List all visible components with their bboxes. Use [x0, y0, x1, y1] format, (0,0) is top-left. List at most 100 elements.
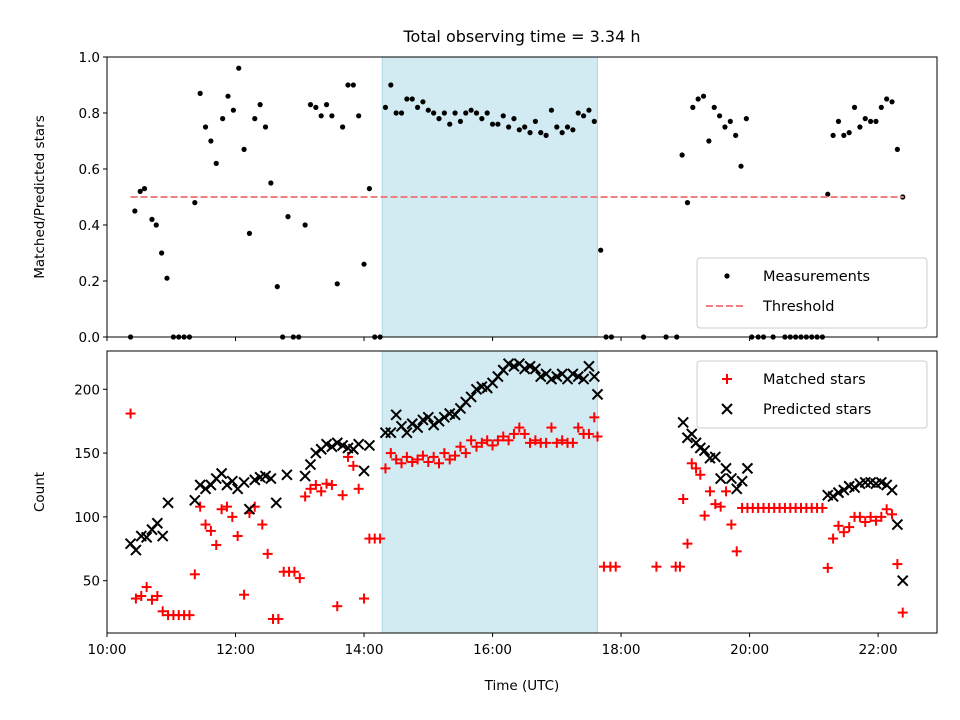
measurement-point: [878, 104, 884, 110]
measurement-point: [527, 130, 533, 136]
measurement-point: [738, 163, 744, 169]
measurement-point: [436, 116, 442, 122]
measurement-point: [484, 110, 490, 116]
matched-stars-point: [678, 494, 689, 505]
measurement-point: [420, 99, 426, 105]
matched-stars-point: [157, 606, 168, 617]
measurement-point: [159, 250, 165, 256]
measurement-point: [241, 146, 247, 152]
predicted-stars-point: [731, 483, 743, 495]
predicted-stars-point: [304, 458, 317, 471]
predicted-stars-point: [709, 451, 722, 463]
measurement-point: [431, 110, 437, 116]
y-tick-label: 0.2: [79, 274, 100, 290]
measurement-point: [236, 65, 242, 71]
measurement-point: [538, 130, 544, 136]
measurement-point: [441, 110, 447, 116]
observing-window-shade: [381, 350, 599, 634]
predicted-stars-point: [238, 476, 250, 489]
measurement-point: [268, 180, 274, 186]
predicted-stars-point: [156, 530, 169, 542]
matched-stars-point: [401, 451, 412, 462]
measurement-point: [409, 96, 415, 102]
measurement-point: [329, 113, 335, 119]
predicted-stars-point: [310, 447, 322, 459]
matched-stars-point: [482, 435, 493, 446]
predicted-stars-point: [591, 388, 604, 401]
x-tick-label: 22:00: [859, 642, 898, 658]
predicted-stars-point: [465, 391, 477, 403]
x-tick-label: 14:00: [345, 642, 384, 658]
matched-stars-point: [557, 435, 568, 446]
x-axis-label: Time (UTC): [484, 678, 560, 694]
predicted-stars-point: [677, 416, 689, 429]
y-tick-label: 0.8: [79, 106, 100, 122]
measurement-point: [580, 113, 587, 119]
measurement-point: [398, 110, 405, 116]
bottom-panel-frame: [106, 350, 938, 634]
matched-stars-point: [321, 478, 332, 489]
measurement-point: [532, 118, 538, 124]
predicted-stars-point: [714, 472, 727, 485]
measurement-point: [334, 281, 340, 287]
measurement-point: [202, 124, 209, 130]
measurement-point: [825, 191, 831, 197]
y-tick-label: 0.4: [79, 218, 100, 234]
matched-stars-point: [227, 511, 238, 522]
bottom-panel-y-axis: 50 100 150 200: [74, 382, 107, 590]
matched-stars-point: [205, 525, 216, 536]
measurement-point: [257, 102, 263, 108]
x-tick-label: 18:00: [602, 642, 641, 658]
measurement-point: [889, 99, 895, 105]
matched-stars-point: [699, 510, 710, 521]
measurement-point: [141, 186, 148, 192]
matched-stars-point: [460, 448, 471, 459]
matched-stars-point: [300, 491, 311, 502]
matched-stars-point: [353, 483, 364, 494]
matched-stars-point: [530, 435, 541, 446]
predicted-stars-point: [529, 363, 542, 375]
matched-stars-point: [892, 559, 903, 570]
measurement-point: [463, 110, 469, 116]
matched-stars-point: [870, 515, 881, 526]
matched-stars-point: [450, 450, 461, 461]
predicted-stars-point: [427, 419, 440, 431]
matched-stars-point: [541, 437, 552, 448]
measurement-point: [586, 107, 592, 113]
measurement-point: [511, 116, 517, 122]
y-tick-label: 1.0: [79, 50, 100, 66]
top-panel-x-axis: [106, 337, 879, 341]
top-panel-frame: [106, 56, 938, 338]
predicted-stars-point: [720, 462, 732, 475]
measurement-point: [700, 93, 707, 99]
measurement-point: [543, 132, 549, 138]
matched-stars-point: [332, 601, 343, 612]
matched-stars-point: [710, 499, 721, 510]
matched-stars-point: [221, 501, 232, 512]
matched-stars-point: [833, 520, 844, 531]
matched-stars-point: [573, 422, 584, 433]
matched-stars-point: [232, 531, 243, 542]
matched-stars-point: [184, 610, 195, 621]
matched-stars-point: [407, 457, 418, 468]
matched-stars-point: [434, 458, 444, 469]
matched-stars-point: [375, 533, 386, 544]
predicted-stars-point: [686, 428, 698, 440]
legend-marker-dot: [724, 273, 730, 279]
predicted-stars-point: [588, 370, 600, 383]
matched-stars-point: [682, 538, 693, 549]
measurement-point: [307, 102, 314, 108]
matched-stars-point: [136, 590, 147, 601]
matched-stars-point: [674, 561, 685, 572]
measurement-point: [457, 118, 464, 124]
predicted-stars-point: [281, 469, 293, 481]
measurement-point: [447, 121, 453, 127]
matched-stars-point: [216, 504, 227, 515]
measurement-point: [192, 200, 198, 206]
matched-stars-point: [316, 486, 327, 497]
matched-stars-point: [444, 454, 455, 465]
predicted-stars-point: [215, 467, 228, 480]
legend-box: [696, 360, 928, 429]
measurement-point: [495, 121, 501, 127]
